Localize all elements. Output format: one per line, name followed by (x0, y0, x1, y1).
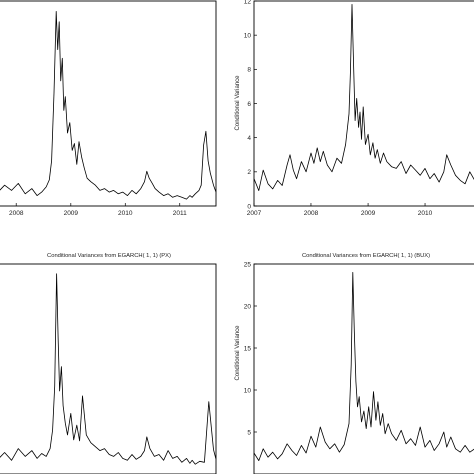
plot-frame (0, 263, 217, 474)
series-group (253, 272, 474, 461)
y-tick-label: 5 (247, 429, 251, 436)
panel-bottom-left: Conditional Variances from EGARCH( 1, 1)… (0, 253, 217, 474)
series-group (0, 11, 217, 200)
series-line (253, 4, 474, 191)
y-tick-group: 5 10 15 20 25 (244, 261, 257, 436)
y-tick-label: 0 (247, 203, 251, 210)
x-tick-group: 2008 2009 2010 2011 (9, 203, 187, 217)
y-axis-label: Conditional Variance (235, 325, 241, 381)
chart-title: Conditional Variances from EGARCH( 1, 1)… (47, 253, 171, 259)
x-tick-label: 2010 (118, 210, 133, 217)
x-tick-group: 2007 2008 2009 2010 (247, 203, 433, 217)
y-tick-label: 25 (244, 261, 252, 268)
y-tick-label: 20 (244, 303, 252, 310)
y-tick-label: 10 (244, 32, 252, 39)
panel-bottom-right: Conditional Variances from EGARCH( 1, 1)… (235, 253, 474, 474)
y-tick-group: 0 2 4 6 8 10 12 (244, 0, 257, 210)
y-tick-label: 12 (244, 0, 252, 5)
series-line (0, 273, 217, 465)
plot-frame (0, 0, 217, 207)
plot-frame (253, 0, 474, 207)
y-tick-label: 6 (247, 101, 251, 108)
series-line (0, 11, 217, 200)
x-tick-label: 2011 (173, 210, 187, 217)
y-tick-label: 2 (247, 169, 251, 176)
x-tick-label: 2008 (9, 210, 24, 217)
y-axis-label: Conditional Variance (235, 75, 241, 131)
x-tick-label: 2010 (418, 210, 433, 217)
y-tick-label: 4 (247, 135, 251, 142)
x-tick-label: 2009 (361, 210, 376, 217)
series-group (0, 273, 217, 465)
chart-title: Conditional Variances from EGARCH( 1, 1)… (302, 253, 430, 259)
panel-top-right: Conditional Variance 2007 2008 2009 2010 02… (235, 0, 474, 217)
series-line (253, 272, 474, 461)
y-tick-label: 8 (247, 67, 251, 74)
x-tick-label: 2009 (64, 210, 79, 217)
series-group (253, 4, 474, 191)
x-tick-label: 2008 (304, 210, 319, 217)
y-tick-label: 10 (244, 387, 252, 394)
plot-frame (253, 263, 474, 474)
y-tick-label: 15 (244, 345, 252, 352)
panel-top-left: 2008 2009 2010 2011 (0, 0, 217, 217)
x-tick-label: 2007 (247, 210, 262, 217)
